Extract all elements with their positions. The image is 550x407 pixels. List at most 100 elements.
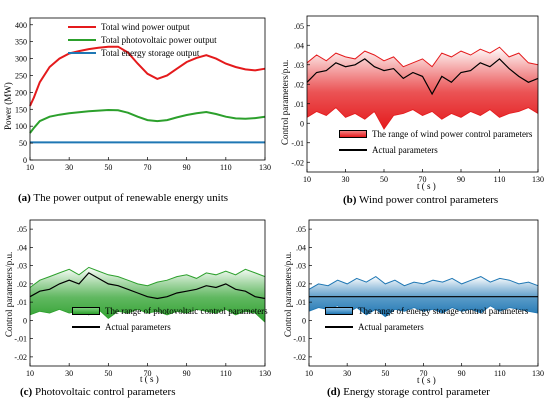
chart-legend: The range of energy storage control para… [325, 304, 528, 333]
y-tick-label: .01 [296, 298, 306, 307]
range-upper-line [308, 275, 539, 290]
legend-swatch-range [339, 129, 367, 138]
legend-label-actual: Actual parameters [105, 321, 171, 332]
y-tick-label: .01 [17, 298, 27, 307]
y-tick-label: 0 [23, 316, 27, 325]
chart-legend: Total wind power output Total photovolta… [68, 20, 217, 59]
series-line-1 [29, 108, 266, 134]
y-tick-label: 250 [15, 71, 27, 80]
y-tick-label: .05 [296, 225, 306, 234]
storage-control-chart: 10 30 50 70 90 110 130 -.02 -.01 0 .01 .02 .03 .04 .05 [293, 219, 544, 378]
x-tick-label: 130 [532, 369, 544, 378]
legend-label-range: The range of photovoltaic control parame… [105, 305, 268, 316]
chart-legend: The range of wind power control paramete… [339, 127, 532, 156]
panel-a: 10 30 50 70 90 110 130 0 50 100 150 200 250 300 350 400… [0, 0, 275, 212]
chart-legend: The range of photovoltaic control parame… [72, 304, 268, 333]
x-tick-label: 130 [259, 163, 271, 172]
y-tick-label: .04 [17, 243, 27, 252]
y-axis-label: Control parameters/p.u. [283, 251, 293, 337]
y-tick-label: 150 [15, 105, 27, 114]
legend-swatch-actual [325, 325, 353, 328]
legend-label-range: The range of wind power control paramete… [372, 128, 533, 139]
legend-swatch-actual [72, 325, 100, 328]
y-tick-label: 0 [302, 316, 306, 325]
y-tick-label: 50 [19, 139, 27, 148]
y-tick-label: .02 [296, 280, 306, 289]
x-tick-label: 50 [104, 369, 112, 378]
legend-swatch-range [325, 306, 353, 315]
y-tick-label: -.02 [293, 353, 306, 362]
x-tick-label: 70 [419, 175, 427, 184]
range-upper-line [29, 266, 266, 288]
legend-item-pv: Total photovoltaic power output [68, 33, 217, 46]
caption-a: (a) The power output of renewable energy… [18, 192, 229, 204]
y-tick-label: -.02 [291, 158, 304, 167]
x-tick-label: 10 [303, 175, 311, 184]
panel-d: 10 30 50 70 90 110 130 -.02 -.01 0 .01 .02 .03 .04 .05… [275, 212, 550, 407]
y-tick-label: .05 [294, 22, 304, 31]
y-tick-label: 0 [23, 156, 27, 165]
range-band [307, 47, 538, 130]
x-tick-label: 50 [104, 163, 112, 172]
x-tick-label: 10 [305, 369, 313, 378]
y-tick-label: .02 [17, 280, 27, 289]
x-tick-label: 30 [65, 163, 73, 172]
x-tick-label: 110 [494, 369, 506, 378]
caption-d: (d) Energy storage control parameter [327, 386, 490, 398]
legend-item-actual: Actual parameters [72, 320, 268, 333]
legend-label-storage: Total energy storage output [101, 47, 200, 58]
caption-b: (b) Wind power control parameters [343, 194, 499, 206]
y-tick-label: 200 [15, 88, 27, 97]
y-tick-label: .03 [296, 262, 306, 271]
x-axis-label: t ( s ) [417, 375, 436, 385]
x-tick-label: 130 [532, 175, 544, 184]
x-axis-label: t ( s ) [417, 181, 436, 191]
y-tick-label: -.01 [14, 335, 27, 344]
x-axis-label: t ( s ) [140, 374, 159, 384]
range-upper-line [306, 46, 539, 68]
wind-control-chart: 10 30 50 70 90 110 130 -.02 -.01 0 .01 .02 .03 .04 .05 [291, 15, 544, 184]
x-tick-label: 110 [220, 163, 232, 172]
y-axis-label: Control parameters/p.u. [280, 59, 290, 145]
x-tick-label: 30 [342, 175, 350, 184]
y-tick-label: 350 [15, 38, 27, 47]
legend-label-actual: Actual parameters [358, 321, 424, 332]
y-tick-label: 100 [15, 122, 27, 131]
x-tick-label: 90 [457, 175, 465, 184]
legend-swatch-range [72, 306, 100, 315]
caption-c: (c) Photovoltaic control parameters [20, 386, 176, 398]
x-tick-label: 90 [183, 369, 191, 378]
y-tick-label: 300 [15, 55, 27, 64]
x-tick-label: 110 [494, 175, 506, 184]
y-tick-label: -.01 [293, 335, 306, 344]
legend-item-range: The range of wind power control paramete… [339, 127, 532, 140]
legend-item-range: The range of energy storage control para… [325, 304, 528, 317]
panel-b: 10 30 50 70 90 110 130 -.02 -.01 0 .01 .02 .03 .04 .05… [275, 0, 550, 212]
x-tick-label: 30 [65, 369, 73, 378]
legend-swatch-actual [339, 148, 367, 151]
y-axis-label: Power (MW) [3, 82, 13, 130]
y-tick-label: 0 [300, 119, 304, 128]
legend-label-pv: Total photovoltaic power output [101, 34, 217, 45]
series-line-0 [29, 272, 266, 300]
x-tick-label: 70 [144, 163, 152, 172]
series-line-0 [29, 45, 266, 107]
panel-c: 10 30 50 70 90 110 130 -.02 -.01 0 .01 .02 .03 .04 .05… [0, 212, 275, 407]
x-tick-label: 90 [458, 369, 466, 378]
power-output-chart: 10 30 50 70 90 110 130 0 50 100 150 200 250 300 350 400 [15, 17, 271, 172]
range-lower-line [29, 308, 266, 323]
range-lower-line [306, 107, 539, 130]
series-line-0 [306, 58, 539, 96]
y-tick-label: -.01 [291, 139, 304, 148]
y-tick-label: .04 [296, 243, 306, 252]
y-tick-label: -.02 [14, 353, 27, 362]
x-tick-label: 10 [26, 369, 34, 378]
legend-label-actual: Actual parameters [372, 144, 438, 155]
x-tick-label: 90 [183, 163, 191, 172]
y-tick-label: .04 [294, 41, 304, 50]
y-tick-label: .05 [17, 225, 27, 234]
legend-item-wind: Total wind power output [68, 20, 217, 33]
x-tick-label: 30 [343, 369, 351, 378]
y-tick-label: 400 [15, 21, 27, 30]
legend-label-wind: Total wind power output [101, 21, 190, 32]
